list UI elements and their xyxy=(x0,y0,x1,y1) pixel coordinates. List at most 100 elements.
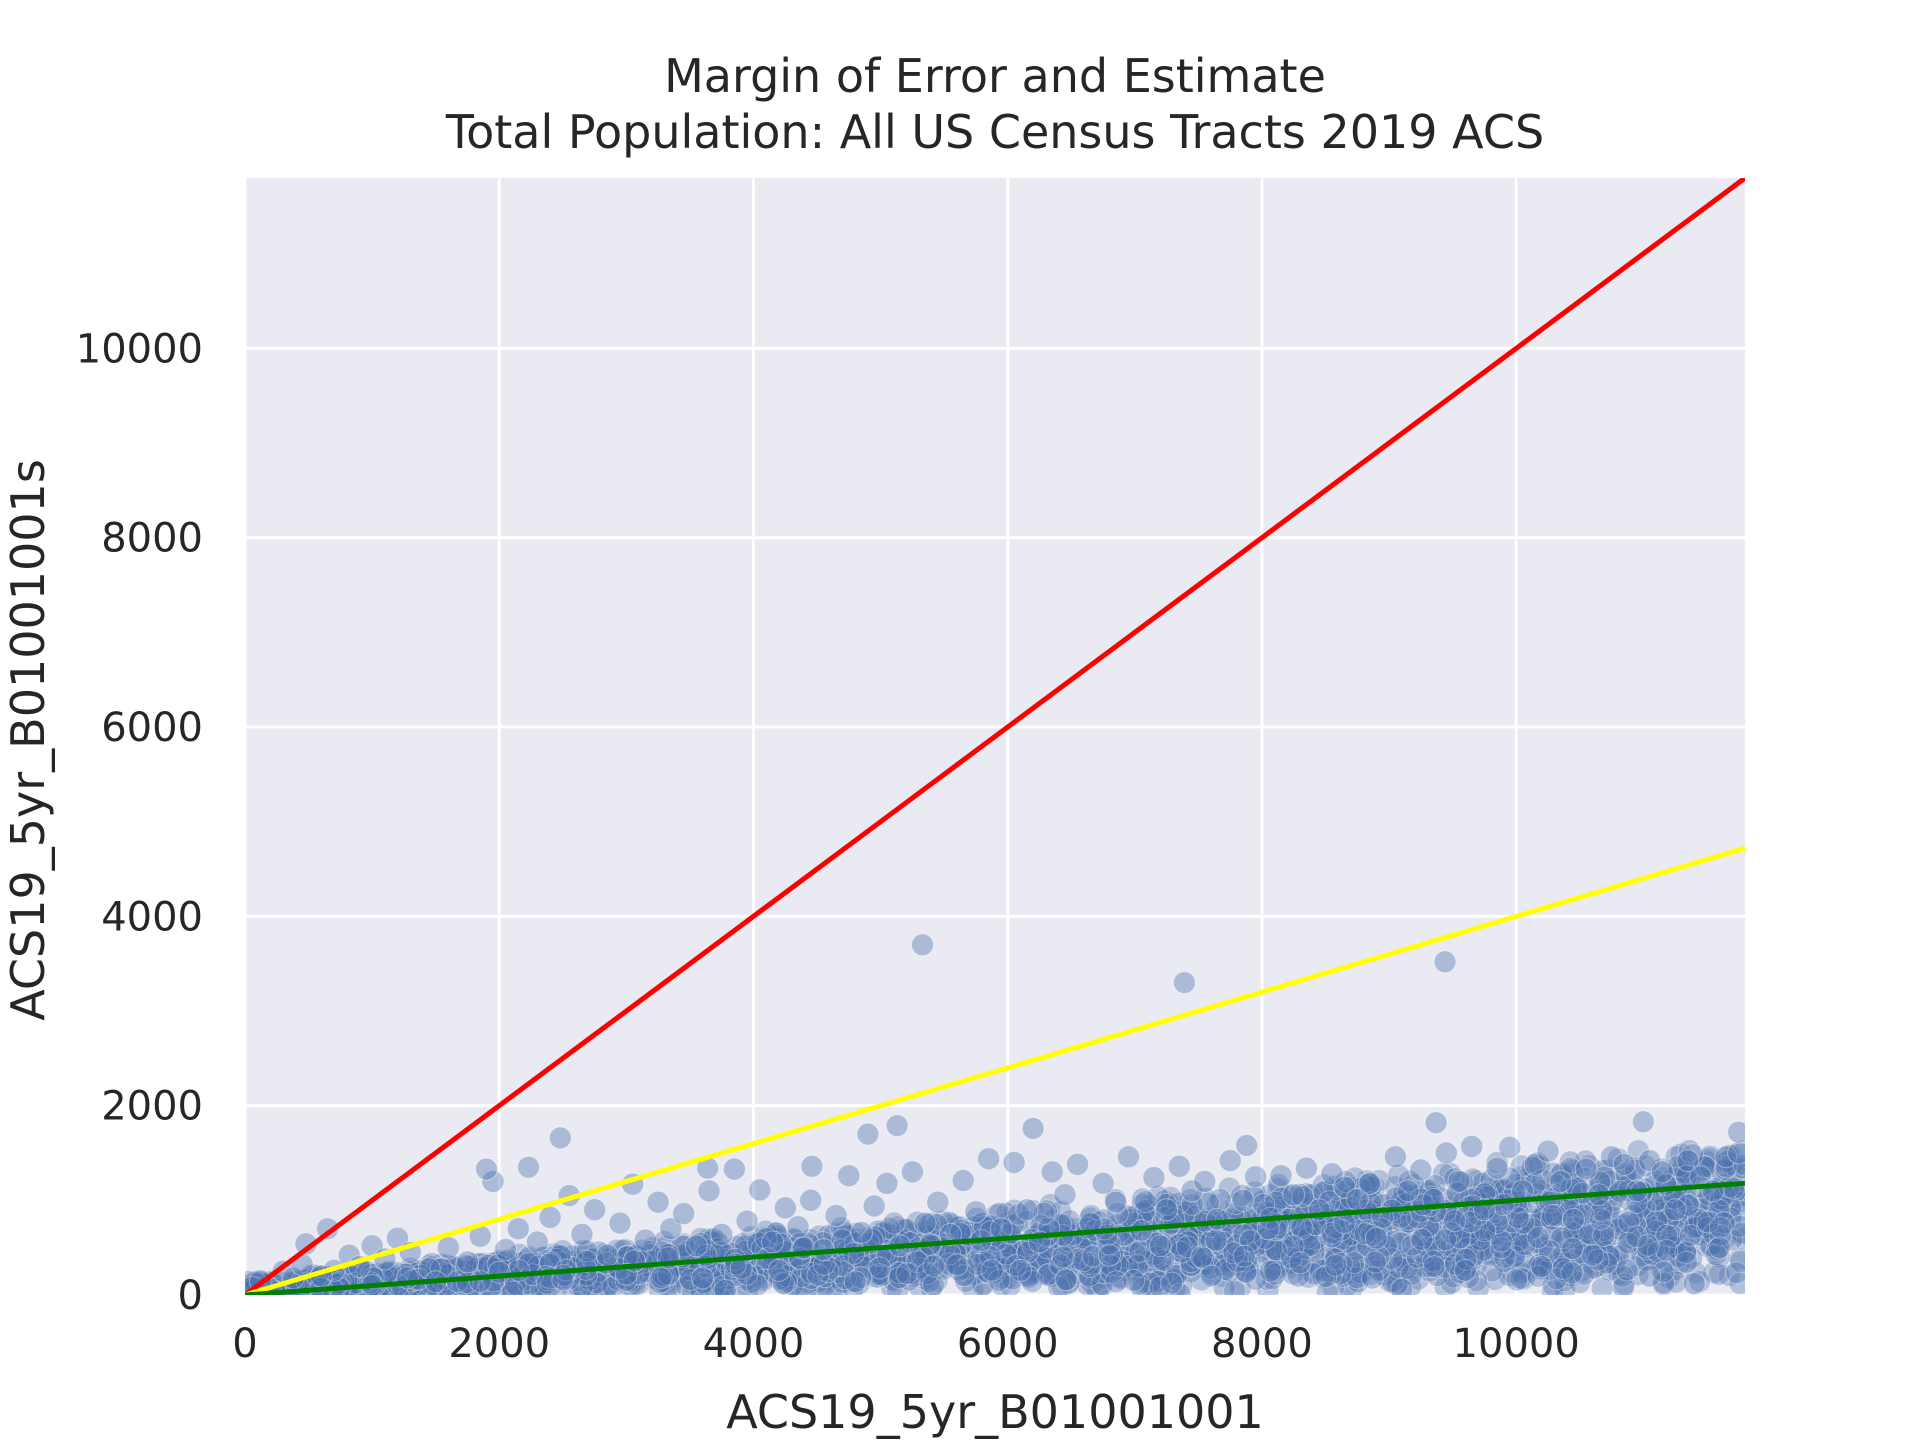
scatter-point xyxy=(1372,1263,1396,1287)
y-tick-label: 2000 xyxy=(101,1084,203,1130)
scatter-point xyxy=(1642,1219,1666,1243)
scatter-point xyxy=(1565,1242,1589,1266)
scatter-point xyxy=(1541,1273,1565,1295)
scatter-point xyxy=(1528,1253,1552,1277)
x-tick-label: 2000 xyxy=(448,1321,550,1367)
scatter-point xyxy=(473,1251,497,1275)
scatter-point xyxy=(922,1254,946,1278)
scatter-point xyxy=(1163,1277,1187,1295)
scatter-point xyxy=(1458,1218,1482,1242)
scatter-point xyxy=(1480,1223,1504,1247)
scatter-point xyxy=(1364,1226,1388,1250)
scatter-point xyxy=(1600,1247,1624,1271)
scatter-point xyxy=(1148,1234,1172,1258)
scatter-point xyxy=(593,1281,617,1295)
scatter-point xyxy=(1193,1226,1217,1250)
scatter-point xyxy=(1265,1238,1288,1262)
scatter-point xyxy=(671,1232,695,1256)
scatter-point xyxy=(1086,1280,1109,1295)
scatter-point xyxy=(1026,1257,1050,1281)
scatter-point xyxy=(913,1267,937,1291)
scatter-point xyxy=(841,1264,865,1288)
scatter-point xyxy=(765,1224,789,1248)
scatter-point xyxy=(1688,1202,1712,1226)
scatter-point xyxy=(1697,1208,1720,1232)
scatter-point xyxy=(767,1258,791,1282)
scatter-point xyxy=(988,1262,1012,1286)
scatter-point xyxy=(1455,1256,1479,1280)
scatter-point xyxy=(1706,1197,1730,1221)
scatter-point xyxy=(1507,1231,1530,1255)
scatter-point xyxy=(875,1171,899,1195)
scatter-point xyxy=(1586,1253,1609,1277)
scatter-point xyxy=(1272,1247,1295,1271)
scatter-point xyxy=(1497,1236,1521,1260)
scatter-point xyxy=(1636,1233,1660,1257)
scatter-point xyxy=(1424,1228,1447,1252)
scatter-point xyxy=(1204,1231,1228,1255)
scatter-point xyxy=(1250,1189,1274,1213)
scatter-point xyxy=(1473,1208,1497,1232)
scatter-point xyxy=(1126,1258,1150,1282)
scatter-point xyxy=(1292,1221,1316,1245)
scatter-point xyxy=(1582,1256,1606,1280)
scatter-point xyxy=(1637,1208,1661,1232)
scatter-point xyxy=(1384,1175,1408,1199)
scatter-point xyxy=(1626,1263,1650,1287)
scatter-point xyxy=(583,1198,607,1222)
scatter-point xyxy=(1230,1236,1254,1260)
scatter-point xyxy=(1026,1250,1050,1274)
scatter-point xyxy=(1419,1178,1443,1202)
scatter-point xyxy=(713,1278,737,1295)
scatter-point xyxy=(1432,1162,1456,1186)
scatter-point xyxy=(1728,1247,1745,1271)
scatter-point xyxy=(418,1253,441,1277)
scatter-point xyxy=(1483,1267,1507,1291)
scatter-point xyxy=(1288,1228,1312,1252)
scatter-point xyxy=(735,1209,759,1233)
scatter-point xyxy=(1466,1277,1490,1295)
scatter-point xyxy=(1458,1231,1482,1255)
scatter-point xyxy=(698,1266,722,1290)
scatter-point xyxy=(951,1169,975,1192)
scatter-point xyxy=(1190,1254,1214,1278)
scatter-point xyxy=(1696,1150,1720,1174)
scatter-point xyxy=(1666,1162,1690,1186)
scatter-point xyxy=(1288,1251,1312,1275)
scatter-point xyxy=(1560,1261,1584,1285)
scatter-point xyxy=(1318,1236,1342,1260)
scatter-point xyxy=(1193,1186,1217,1210)
scatter-point xyxy=(748,1178,772,1202)
scatter-point xyxy=(1074,1234,1098,1258)
scatter-point xyxy=(1527,1257,1551,1281)
scatter-point xyxy=(1727,1190,1745,1214)
scatter-point xyxy=(940,1212,964,1236)
scatter-point xyxy=(1490,1203,1514,1227)
scatter-point xyxy=(1637,1213,1661,1237)
scatter-point xyxy=(618,1275,642,1295)
scatter-point xyxy=(1561,1162,1585,1186)
scatter-point xyxy=(693,1264,717,1288)
scatter-point xyxy=(913,1211,937,1235)
scatter-point xyxy=(1513,1235,1537,1259)
scatter-point xyxy=(868,1256,892,1280)
scatter-point xyxy=(1729,1249,1745,1273)
scatter-point xyxy=(940,1245,964,1269)
scatter-point xyxy=(807,1270,831,1294)
scatter-point xyxy=(1504,1219,1528,1243)
scatter-point xyxy=(945,1253,969,1277)
scatter-point xyxy=(715,1275,739,1295)
scatter-point xyxy=(1277,1246,1301,1270)
scatter-point xyxy=(965,1206,989,1230)
scatter-point xyxy=(907,1274,931,1295)
scatter-point xyxy=(1306,1257,1330,1281)
scatter-point xyxy=(1571,1241,1595,1265)
scatter-point xyxy=(1339,1176,1363,1200)
scatter-point xyxy=(1655,1212,1679,1236)
scatter-point xyxy=(891,1256,915,1280)
scatter-point xyxy=(1645,1198,1669,1222)
scatter-point xyxy=(1223,1227,1247,1251)
scatter-point xyxy=(842,1241,866,1265)
chart-subtitle: Total Population: All US Census Tracts 2… xyxy=(445,105,1544,159)
